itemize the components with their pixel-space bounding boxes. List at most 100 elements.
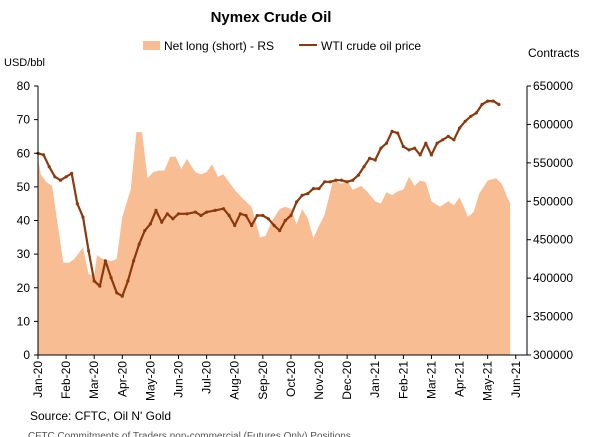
- wti-price-point-71: [446, 134, 450, 138]
- wti-price-point-40: [272, 223, 276, 228]
- wti-price-point-19: [143, 229, 147, 233]
- wti-price-point-16: [126, 279, 130, 283]
- wti-price-point-34: [238, 212, 242, 216]
- wti-price-point-67: [424, 141, 428, 145]
- right-tick-label: 350000: [533, 310, 573, 324]
- legend-label-net-long: Net long (short) - RS: [164, 39, 274, 53]
- wti-price-point-2: [47, 165, 51, 169]
- wti-price-point-75: [469, 114, 473, 118]
- wti-price-point-54: [351, 178, 355, 182]
- wti-price-point-5: [64, 175, 68, 179]
- x-tick-label: Mar-21: [424, 361, 438, 399]
- wti-price-point-14: [115, 291, 119, 295]
- wti-price-point-26: [185, 212, 189, 216]
- wti-price-point-18: [137, 242, 141, 246]
- right-tick-label: 600000: [533, 117, 573, 131]
- wti-price-point-45: [300, 193, 304, 197]
- left-tick-label: 30: [17, 247, 31, 261]
- source-note: Source: CFTC, Oil N' Gold: [30, 409, 171, 423]
- wti-price-point-41: [278, 229, 282, 233]
- right-tick-label: 450000: [533, 233, 573, 247]
- wti-price-point-32: [227, 213, 231, 218]
- wti-price-point-15: [120, 294, 124, 298]
- wti-price-point-64: [407, 148, 411, 152]
- wti-price-point-66: [418, 153, 422, 157]
- x-tick-label: Feb-20: [59, 361, 73, 399]
- x-tick-label: Apr-21: [453, 361, 467, 397]
- wti-price-point-8: [81, 215, 85, 219]
- x-tick-label: Jun-21: [509, 361, 523, 398]
- net-long-area-group: [38, 132, 511, 355]
- footnote: CFTC Commitments of Traders non-commerci…: [28, 431, 351, 437]
- wti-price-point-7: [75, 202, 79, 206]
- right-tick-label: 650000: [533, 79, 573, 93]
- x-tick-label: Jun-20: [172, 361, 186, 398]
- wti-price-point-33: [233, 223, 237, 228]
- chart-title: Nymex Crude Oil: [211, 9, 332, 26]
- right-tick-label: 500000: [533, 194, 573, 208]
- wti-price-point-9: [87, 249, 91, 253]
- wti-price-point-3: [53, 175, 57, 179]
- wti-price-point-80: [497, 102, 501, 107]
- legend: Net long (short) - RS WTI crude oil pric…: [143, 39, 421, 53]
- wti-price-point-76: [474, 111, 478, 115]
- wti-price-point-22: [160, 220, 164, 224]
- wti-price-point-77: [480, 102, 484, 107]
- right-axis-unit-label: Contracts: [528, 46, 579, 60]
- legend-label-wti: WTI crude oil price: [321, 39, 421, 53]
- wti-price-point-12: [103, 259, 107, 263]
- wti-price-point-1: [42, 153, 46, 157]
- wti-price-point-78: [486, 99, 490, 103]
- x-tick-label: Apr-20: [115, 361, 129, 397]
- x-tick-label: Sep-20: [256, 361, 270, 400]
- wti-price-point-25: [176, 212, 181, 216]
- left-tick-label: 40: [17, 214, 31, 228]
- wti-price-point-30: [213, 208, 217, 212]
- wti-price-point-61: [390, 129, 394, 133]
- x-tick-label: Jul-20: [200, 361, 214, 394]
- right-tick-label: 300000: [533, 348, 573, 362]
- left-tick-label: 20: [17, 281, 31, 295]
- wti-price-point-38: [261, 213, 265, 218]
- wti-price-point-10: [92, 279, 96, 283]
- x-tick-label: Oct-20: [284, 361, 298, 397]
- wti-price-point-27: [193, 210, 197, 214]
- wti-price-point-63: [401, 144, 405, 149]
- wti-price-point-37: [255, 213, 259, 218]
- x-tick-label: Aug-20: [228, 361, 242, 400]
- wti-price-point-69: [435, 141, 439, 145]
- x-tick-label: Nov-20: [312, 361, 326, 400]
- wti-price-point-48: [317, 187, 321, 191]
- wti-price-point-52: [339, 178, 344, 182]
- wti-price-point-79: [491, 99, 495, 103]
- wti-price-point-24: [171, 217, 175, 221]
- wti-price-point-70: [441, 138, 445, 142]
- wti-price-point-29: [205, 210, 209, 214]
- wti-price-point-59: [379, 146, 383, 150]
- wti-price-point-44: [295, 200, 299, 204]
- wti-price-point-74: [463, 119, 467, 123]
- x-tick-label: Jan-21: [368, 361, 382, 398]
- wti-price-point-58: [373, 158, 377, 162]
- wti-price-point-62: [396, 131, 400, 135]
- left-tick-label: 50: [17, 180, 31, 194]
- wti-price-point-68: [429, 153, 433, 157]
- wti-price-point-46: [306, 192, 310, 196]
- wti-price-point-65: [413, 146, 417, 150]
- wti-price-point-6: [70, 171, 74, 175]
- wti-price-point-31: [221, 207, 226, 211]
- x-tick-label: May-21: [481, 361, 495, 401]
- wti-price-point-20: [148, 222, 152, 226]
- net-long-area: [38, 132, 511, 355]
- legend-swatch-net-long: [143, 41, 160, 50]
- wti-price-point-11: [98, 284, 102, 288]
- wti-price-point-53: [345, 180, 349, 184]
- wti-price-point-4: [58, 178, 63, 182]
- left-axis-unit-label: USD/bbl: [4, 57, 45, 69]
- wti-price-point-35: [244, 213, 248, 218]
- wti-price-point-50: [328, 180, 332, 184]
- wti-price-point-47: [311, 187, 315, 191]
- x-tick-label: Jan-20: [31, 361, 45, 398]
- wti-line-group: [36, 99, 501, 298]
